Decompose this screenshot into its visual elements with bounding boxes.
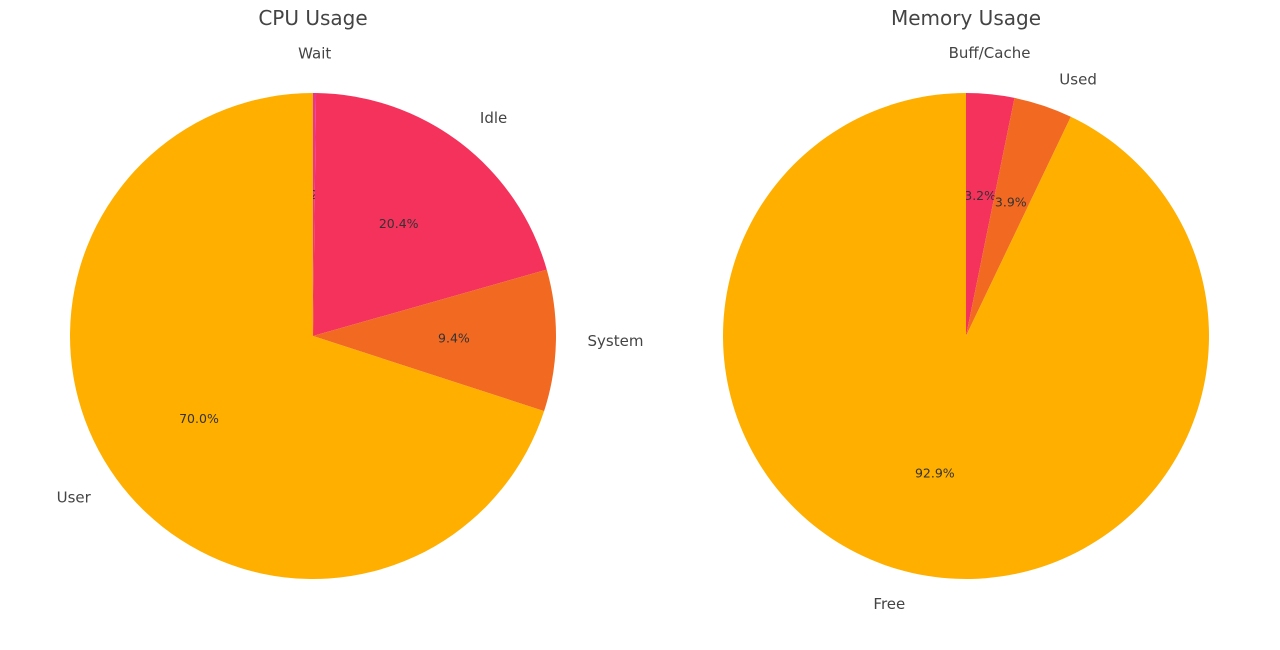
chart-title: CPU Usage <box>258 6 367 30</box>
slice-label-system: System <box>588 332 644 350</box>
pct-label-used: 3.9% <box>995 194 1027 209</box>
slice-buff-cache <box>966 93 1015 336</box>
slice-label-buff-cache: Buff/Cache <box>949 44 1031 62</box>
pie-chart-1: CPU UsageWait0.2%Idle20.4%System9.4%User… <box>57 6 644 580</box>
slice-label-used: Used <box>1059 71 1097 89</box>
slice-idle <box>313 93 547 336</box>
pct-label-user: 70.0% <box>179 411 219 426</box>
pct-label-system: 9.4% <box>438 331 470 346</box>
slice-user <box>70 93 545 580</box>
slice-label-idle: Idle <box>480 109 507 127</box>
slice-label-free: Free <box>873 595 905 613</box>
pct-label-buff-cache: 3.2% <box>964 188 996 203</box>
slice-label-user: User <box>57 488 92 506</box>
pct-label-free: 92.9% <box>915 465 955 480</box>
slice-wait <box>313 93 317 336</box>
chart-title: Memory Usage <box>891 6 1041 30</box>
slice-label-wait: Wait <box>298 44 331 62</box>
slice-system <box>313 269 556 412</box>
slice-free <box>723 93 1209 579</box>
pct-label-idle: 20.4% <box>379 216 419 231</box>
slice-used <box>966 97 1071 336</box>
pie-chart-2: Memory Usage Buff/Cache 3.2% Used 3.9% Free 92… <box>723 6 1209 613</box>
